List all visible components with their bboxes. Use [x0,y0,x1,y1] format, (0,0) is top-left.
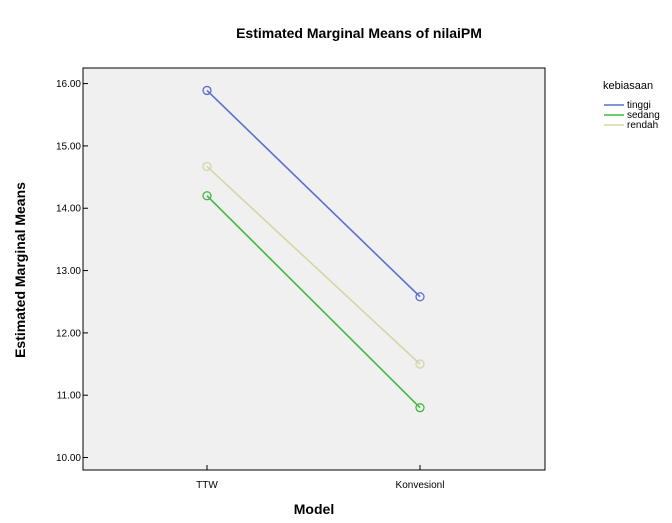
legend-label-sedang: sedang [627,110,660,121]
legend-label-tinggi: tinggi [627,100,651,111]
series-lines [202,85,425,413]
data-point-rendah [415,359,425,369]
series-line-tinggi [206,89,421,298]
legend-title: kebiasaan [603,80,653,92]
y-axis-title: Estimated Marginal Means [12,182,28,358]
data-point-sedang [202,191,212,201]
y-tick-label: 11.00 [57,391,82,402]
y-tick-label: 13.00 [56,266,81,277]
series-line-rendah [206,165,421,365]
series-line-sedang [206,195,421,409]
y-tick-label: 10.00 [56,453,81,464]
y-tick-label: 15.00 [56,141,81,152]
y-tick-label: 16.00 [56,79,81,90]
plot-area [82,67,546,471]
y-tick-label: 14.00 [56,204,81,215]
y-axis: 10.00 11.00 12.00 13.00 14.00 15.00 16.00 [56,79,88,464]
y-tick-label: 12.00 [56,328,81,339]
x-axis-title: Model [294,501,334,517]
data-point-tinggi [415,292,425,302]
x-axis: TTW Konvesionl [196,465,444,491]
x-tick-label: TTW [196,480,218,491]
data-point-sedang [415,403,425,413]
data-point-rendah [202,161,212,172]
legend-label-rendah: rendah [627,120,658,131]
data-point-tinggi [202,85,212,96]
chart-title: Estimated Marginal Means of nilaiPM [236,25,482,41]
x-tick-label: Konvesionl [396,480,445,491]
